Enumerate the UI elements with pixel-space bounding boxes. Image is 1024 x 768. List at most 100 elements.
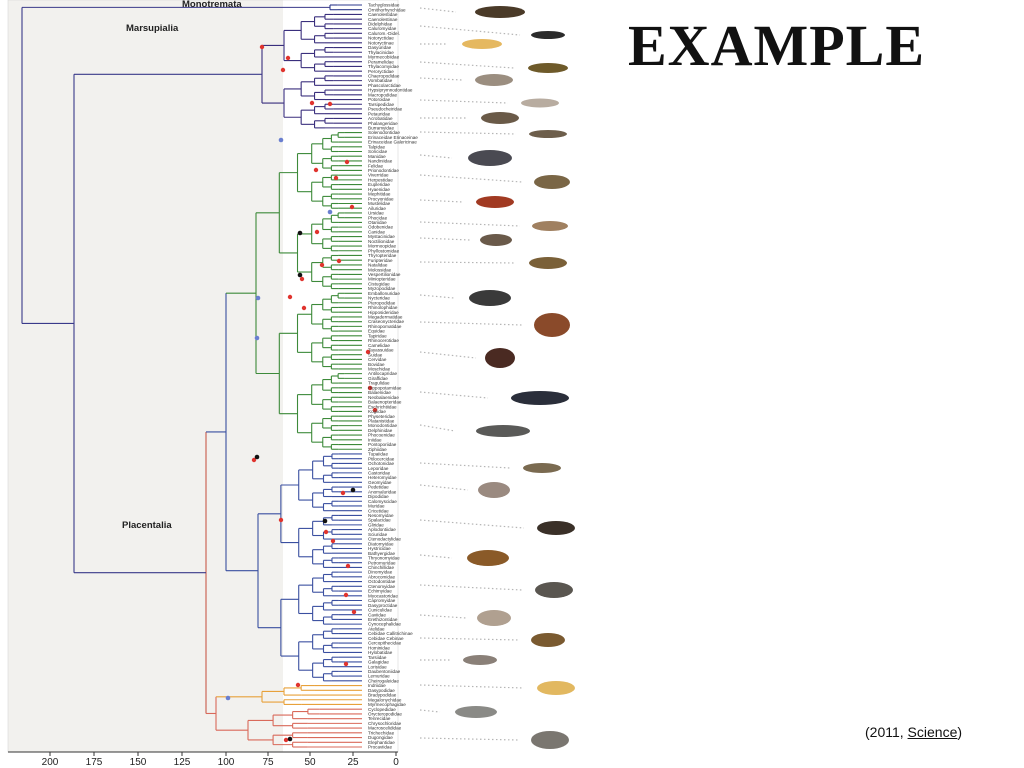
taxon-label: Soricidae (368, 149, 388, 154)
loris-illustration (531, 633, 565, 647)
taxon-label: Dipodidae (368, 494, 389, 499)
taxon-label: Petauridae (368, 111, 391, 116)
taxon-label: Canidae (368, 229, 386, 234)
node-marker-red (336, 258, 342, 264)
node-marker-red (344, 159, 350, 165)
node-marker-red (323, 529, 329, 535)
taxon-label: Eupleridae (368, 182, 390, 187)
node-marker-black (350, 487, 356, 493)
time-axis: 200 175 150 125 100 75 50 25 0 (8, 751, 399, 768)
taxon-label: Monodontidae (368, 423, 398, 428)
taxon-label: Ctenomyidae (368, 584, 396, 589)
taxon-label: Caviidae (368, 612, 386, 617)
taxon-label: Rhinocerotidae (368, 338, 399, 343)
leader-line (419, 237, 471, 241)
tree-branches (21, 4, 362, 748)
taxon-label: Hystricidae (368, 546, 391, 551)
taxon-label: Notoryctidae (368, 36, 394, 41)
node-markers (225, 44, 378, 743)
deer-illustration (534, 313, 570, 337)
taxon-label: Nandiniidae (368, 159, 393, 164)
taxon-label: Burramyidae (368, 125, 394, 130)
leader-line (419, 321, 523, 326)
citation-prefix: (2011, (865, 724, 908, 740)
taxon-label: Balaenopteridae (368, 400, 402, 405)
node-marker-red (295, 682, 301, 688)
taxon-label: Erethizontidae (368, 617, 398, 622)
taxon-label: Hyaenidae (368, 187, 390, 192)
taxon-label: Megalonychidae (368, 697, 402, 702)
taxon-label: Emballonuridae (368, 291, 400, 296)
taxon-label: Notoryctinae (368, 40, 394, 45)
taxon-label: Octodontidae (368, 579, 396, 584)
node-marker-red (313, 167, 319, 173)
node-marker-blue (327, 209, 333, 215)
taxon-label: Cebidae Callitrichinae (368, 631, 413, 636)
taxon-label: Acrobatidae (368, 116, 393, 121)
leader-line (419, 7, 457, 13)
treeshrew-illustration (523, 463, 561, 473)
taxon-label: Noctilionidae (368, 239, 395, 244)
taxon-label: Myzopodidae (368, 286, 396, 291)
taxon-label: Cuniculidae (368, 608, 392, 613)
taxon-label: Chinchillidae (368, 565, 394, 570)
leader-line (419, 424, 456, 432)
taxon-label: Ziphiidae (368, 447, 387, 452)
taxon-label: Elephantidae (368, 740, 395, 745)
leader-line (419, 709, 441, 713)
node-marker-red (345, 563, 351, 569)
taxon-label: Pseudocheiridae (368, 107, 403, 112)
marsupial-mole-illustration (462, 39, 502, 49)
taxon-label: Pontoporiidae (368, 442, 397, 447)
node-marker-red (351, 609, 357, 615)
platypus-illustration (475, 6, 525, 18)
node-marker-red (280, 67, 286, 73)
taxon-label: Physeteridae (368, 414, 395, 419)
node-marker-red (299, 276, 305, 282)
taxon-label: Hypsiprymnodontidae (368, 88, 413, 93)
taxon-label: Capromyidae (368, 598, 396, 603)
taxon-label: Calurom.-Didel. (368, 31, 400, 36)
node-marker-red (343, 592, 349, 598)
elephant-illustration (531, 731, 569, 749)
capybara-illustration (467, 550, 509, 566)
leader-line (419, 221, 521, 227)
axis-tick-label: 100 (218, 757, 235, 768)
taxon-label: Antilocapridae (368, 371, 398, 376)
node-marker-blue (225, 695, 231, 701)
taxon-label: Tachyglossidae (368, 3, 400, 8)
taxon-label: Natalidae (368, 263, 388, 268)
taxon-label: Herpestidae (368, 177, 393, 182)
taxon-label: Mustelidae (368, 201, 391, 206)
node-marker-red (287, 294, 293, 300)
taxon-label: Echimyidae (368, 589, 392, 594)
taxon-label: Pedetidae (368, 485, 389, 490)
taxon-label: Balaenidae (368, 390, 391, 395)
leader-line (419, 61, 515, 69)
node-marker-red (365, 349, 371, 355)
taxon-label: Erinaceidae Galericinae (368, 140, 417, 145)
node-marker-black (287, 736, 293, 742)
taxon-label: Indriidae (368, 683, 386, 688)
taxon-label: Camelidae (368, 343, 390, 348)
leader-line (419, 391, 489, 399)
taxon-label: Giraffidae (368, 376, 388, 381)
taxon-label: Abrocomidae (368, 574, 396, 579)
taxon-label: Pteropodidae (368, 300, 396, 305)
citation-suffix: ) (957, 724, 963, 740)
node-marker-blue (254, 335, 260, 341)
taxon-label: Rhinolophidae (368, 305, 398, 310)
taxon-label: Ailuridae (368, 206, 386, 211)
citation-link[interactable]: Science (907, 724, 958, 740)
taxon-label: Viverridae (368, 173, 389, 178)
taxon-label: Platanistidae (368, 418, 395, 423)
taxon-label: Dasypodidae (368, 688, 395, 693)
taxon-label: Cervidae (368, 357, 387, 362)
taxon-label: Neobalaenidae (368, 395, 399, 400)
taxon-label: Procaviidae (368, 745, 392, 750)
axis-tick-label: 75 (262, 757, 274, 768)
leader-line (419, 684, 525, 689)
taxon-label: Hominidae (368, 645, 390, 650)
red-panda-illustration (476, 196, 514, 208)
porcupine-illustration (535, 582, 573, 598)
